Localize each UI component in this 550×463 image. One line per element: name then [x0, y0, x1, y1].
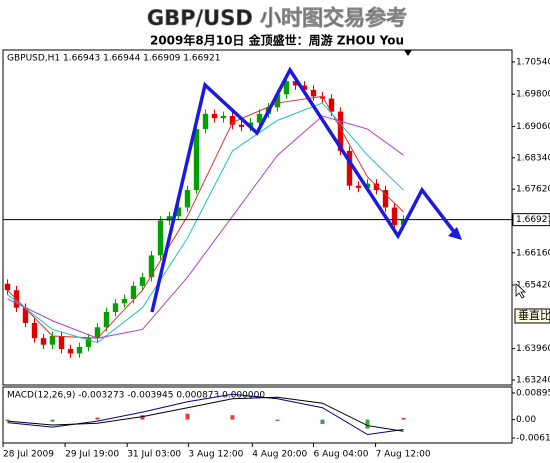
candle-body	[4, 283, 11, 291]
candle-body	[67, 349, 74, 354]
candle-body	[22, 307, 29, 323]
candle-body	[292, 81, 299, 86]
current-price-label: 1.66921	[516, 215, 550, 225]
candle-body	[103, 312, 110, 328]
candle-body	[157, 220, 164, 256]
x-tick-label: 4 Aug 20:00	[252, 450, 307, 460]
candle-body	[148, 255, 155, 278]
moving-average	[7, 102, 404, 344]
candle-body	[382, 190, 389, 208]
candle-body	[76, 346, 83, 354]
y-tick-label: 1.66160	[516, 248, 550, 258]
macd-y-tick-label: 0.008952	[516, 388, 550, 398]
candle-body	[229, 115, 236, 125]
macd-histogram-bar	[320, 419, 325, 425]
y-tick-label: 1.63240	[516, 375, 550, 385]
chart-subtitle: 2009年8月10日 金顶盛世：周游 ZHOU You	[150, 33, 404, 48]
x-tick-label: 31 Jul 03:00	[127, 450, 181, 460]
price-frame	[2, 49, 513, 386]
macd-histogram-bar	[401, 417, 406, 420]
y-tick-label: 1.70540	[516, 57, 550, 67]
macd-histogram-bar	[50, 419, 55, 422]
macd-label: MACD(12,26,9) -0.003273 -0.003945 0.0008…	[7, 391, 265, 401]
candle-body	[373, 183, 380, 191]
candle-body	[94, 327, 101, 339]
plot: 1.70540 1.69800 1.69060 1.68340 1.67620 1.661…	[2, 57, 550, 460]
x-tick-label: 29 Jul 19:00	[65, 450, 119, 460]
candle-body	[220, 115, 227, 119]
candle-body	[310, 89, 317, 97]
tooltip-box	[514, 308, 550, 324]
candle-body	[274, 94, 281, 108]
candle-body	[319, 96, 326, 99]
candle-body	[346, 150, 353, 186]
y-tick-label: 1.67620	[516, 185, 550, 195]
chart-title: GBP/USD 小时图交易参考	[147, 6, 407, 30]
candle-body	[130, 285, 137, 299]
y-tick-label: 1.68340	[516, 153, 550, 163]
candle-body	[175, 207, 182, 217]
candle-body	[184, 190, 191, 208]
macd-y-tick-label: 0.00	[516, 415, 536, 425]
cursor-icon	[515, 283, 527, 299]
moving-average	[7, 95, 404, 339]
candle-body	[85, 338, 92, 347]
macd-signal-line	[7, 396, 404, 432]
candle-body	[58, 335, 65, 350]
x-tick-label: 28 Jul 2009	[3, 450, 54, 460]
y-tick-label: 1.63960	[516, 344, 550, 354]
candle-body	[364, 183, 371, 188]
candle-body	[391, 207, 398, 225]
tooltip: 垂直比	[518, 308, 550, 322]
macd-histogram-bar	[140, 415, 145, 420]
x-tick-label: 3 Aug 12:00	[188, 450, 243, 460]
candle-body	[328, 98, 335, 112]
y-tick-label: 1.69800	[516, 90, 550, 100]
candle-body	[193, 129, 200, 191]
macd-frame	[2, 386, 513, 444]
trend-annotation	[150, 66, 457, 313]
macd-y-tick-label: -0.00618	[516, 434, 550, 444]
candle-body	[40, 338, 47, 345]
arrow-head	[448, 227, 462, 240]
candle-body	[301, 85, 308, 90]
candle-body	[283, 81, 290, 95]
candle-body	[202, 113, 209, 130]
macd-histogram-bar	[275, 419, 280, 422]
y-tick-label: 1.69060	[516, 122, 550, 132]
y-tick-label: 1.65420	[516, 281, 550, 291]
candle-body	[49, 335, 56, 345]
symbol-info: GBPUSD,H1 1.66943 1.66944 1.66909 1.6692…	[7, 54, 220, 64]
candle-body	[256, 113, 263, 123]
x-tick-label: 7 Aug 12:00	[376, 450, 431, 460]
x-tick-label: 6 Aug 04:00	[314, 450, 369, 460]
macd-histogram-bar	[230, 415, 235, 420]
candle-body	[31, 322, 38, 339]
current-price-box	[512, 213, 550, 227]
candle-body	[121, 298, 128, 304]
candle-body	[112, 303, 119, 313]
macd-histogram-bar	[95, 417, 100, 420]
candle-body	[139, 277, 146, 286]
candle-body	[211, 113, 218, 119]
macd-histogram-bar	[185, 413, 190, 420]
shift-marker	[404, 50, 412, 56]
macd-histogram-bar	[365, 419, 370, 429]
candle-body	[355, 185, 362, 188]
moving-average	[7, 115, 404, 339]
candle-body	[337, 111, 344, 151]
macd-histogram-bar	[5, 419, 10, 422]
candle-body	[166, 216, 173, 221]
candle-body	[238, 124, 245, 127]
